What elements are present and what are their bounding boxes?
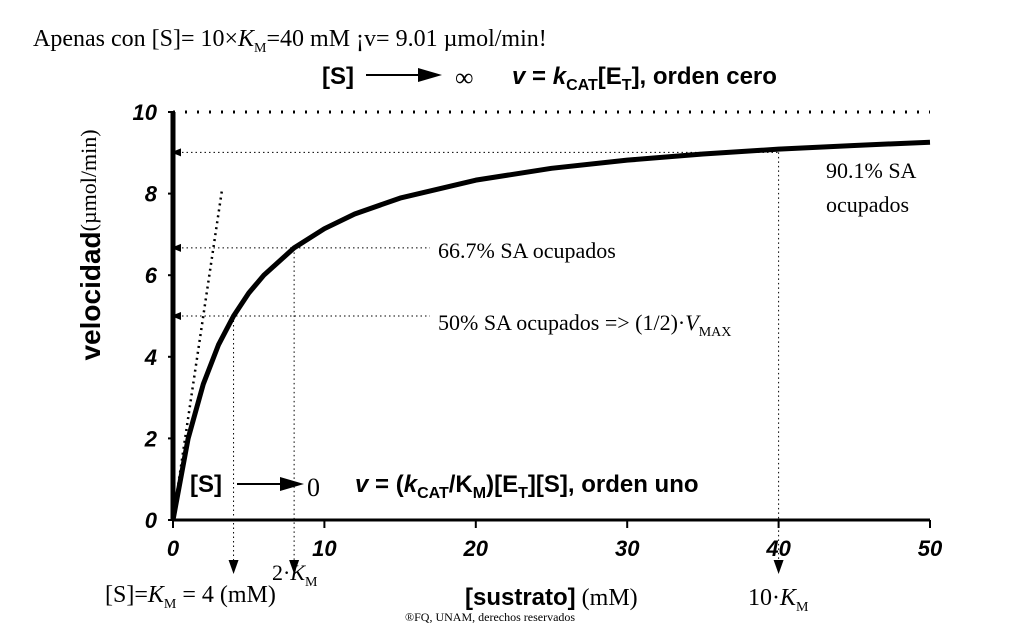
guide-arrow <box>228 560 239 574</box>
y-tick-label: 6 <box>145 263 158 288</box>
annotation: 66.7% SA ocupados <box>438 238 616 263</box>
top-formula: [S] ∞ v = kCAT[ET], orden cero <box>322 63 777 94</box>
y-tick-label: 4 <box>144 345 157 370</box>
formula-text: ∞ <box>455 63 474 92</box>
formula-text: [S] <box>190 471 222 498</box>
header: Apenas con [S]= 10×KM=40 mM ¡v= 9.01 µmo… <box>33 26 547 56</box>
curve <box>170 139 931 521</box>
x-tick-label: 30 <box>615 536 640 561</box>
guide-arrow <box>171 243 181 252</box>
annotation: ocupados <box>826 192 909 217</box>
formula-text: v = (kCAT/KM)[ET][S], orden uno <box>355 471 699 502</box>
guide-arrow <box>289 560 300 574</box>
y-tick-label: 2 <box>144 426 158 451</box>
bottom-formula: [S] 0 v = (kCAT/KM)[ET][S], orden uno <box>190 471 699 502</box>
x-tick-label: 10 <box>312 536 337 561</box>
arrow-head <box>418 68 442 82</box>
km-label: 10·KM <box>748 585 809 615</box>
x-tick-label: 50 <box>918 536 943 561</box>
y-tick-label: 10 <box>133 100 158 125</box>
y-tick-label: 0 <box>145 508 158 533</box>
guide-arrow <box>171 148 181 157</box>
y-tick-label: 8 <box>145 182 158 207</box>
x-tick-label: 0 <box>167 536 180 561</box>
y-axis-label: velocidad(µmol/min) <box>75 129 106 360</box>
x-tick-label: 20 <box>463 536 489 561</box>
x-axis-label: [sustrato] (mM) <box>465 584 638 611</box>
guide-arrow <box>773 560 784 574</box>
guide-arrow <box>171 312 181 320</box>
annotation: 50% SA ocupados => (1/2)·VMAX <box>438 310 731 340</box>
formula-text: v = kCAT[ET], orden cero <box>512 63 777 94</box>
formula-text: [S] <box>322 63 354 90</box>
annotation: 90.1% SA <box>826 158 917 183</box>
arrow-head <box>280 477 304 491</box>
formula-text: 0 <box>307 473 320 502</box>
footer: ®FQ, UNAM, derechos reservados <box>405 610 575 624</box>
km-label: [S]=KM = 4 (mM) <box>105 582 276 612</box>
